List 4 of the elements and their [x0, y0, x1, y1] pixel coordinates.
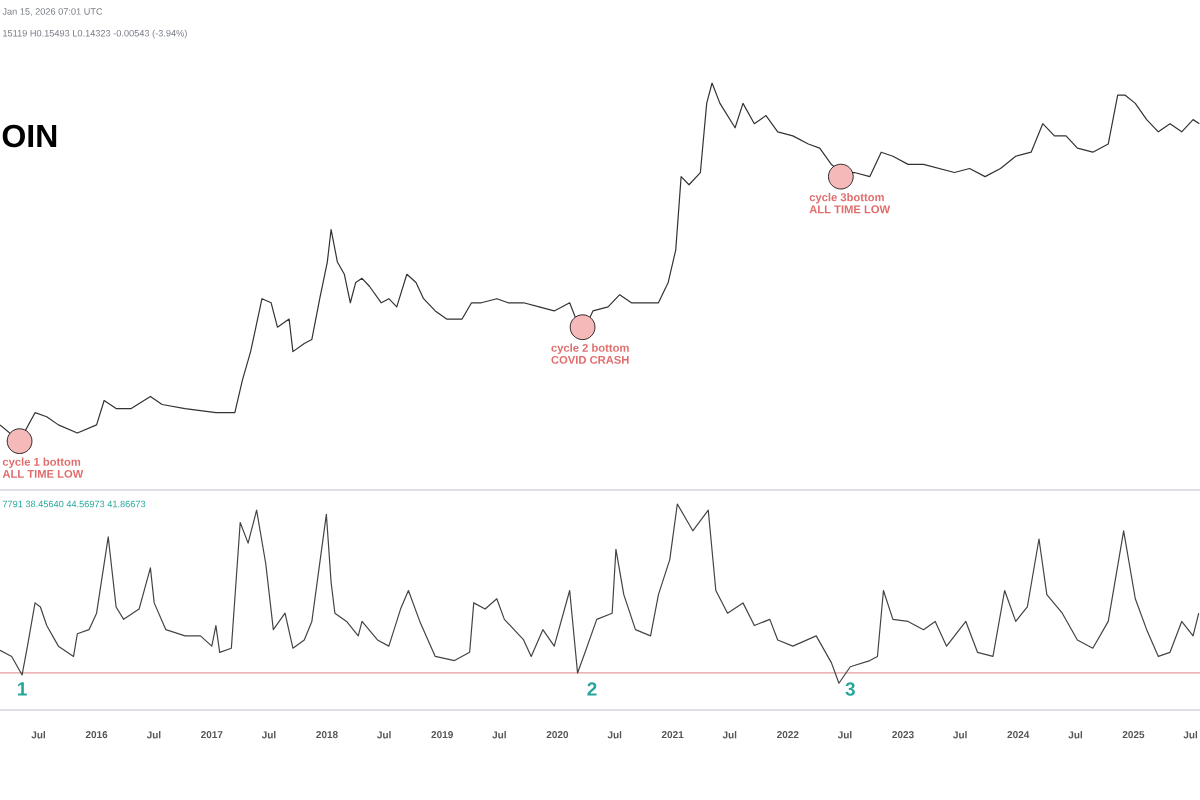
annotation: 1	[18, 682, 27, 696]
text: OIN	[2, 124, 57, 148]
annotation: 2	[587, 682, 597, 696]
annotation: 3	[845, 682, 855, 696]
